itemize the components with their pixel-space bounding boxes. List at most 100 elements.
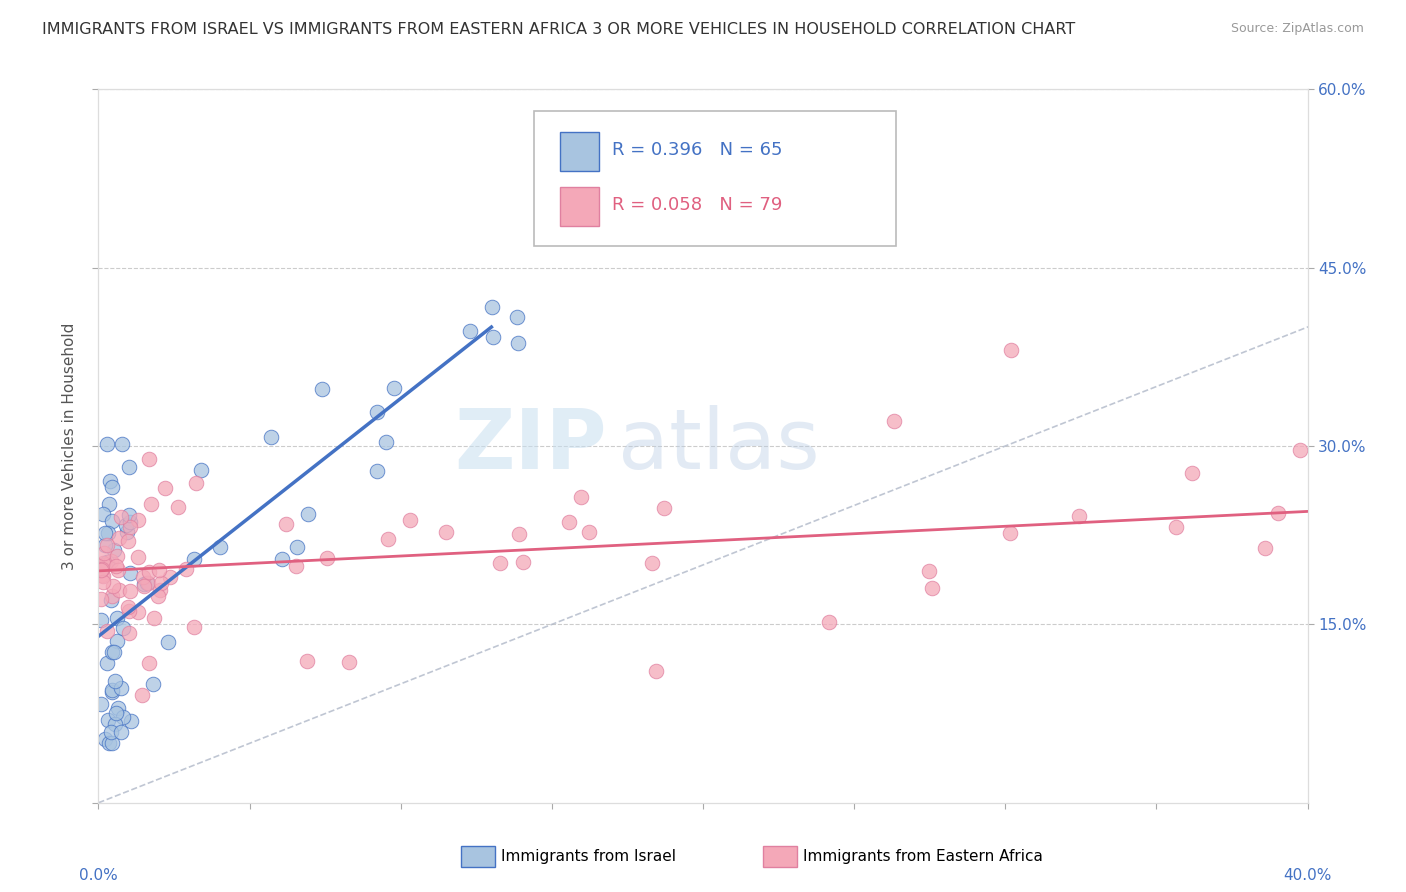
Bar xyxy=(561,187,599,227)
Point xyxy=(90,563,112,577)
Point xyxy=(377,533,399,547)
Point xyxy=(101,736,124,750)
Point xyxy=(120,520,142,534)
Point xyxy=(399,513,422,527)
Point xyxy=(115,518,138,533)
Point xyxy=(434,525,457,540)
Point xyxy=(148,563,170,577)
Point xyxy=(183,620,205,634)
Point xyxy=(96,538,118,552)
Point xyxy=(817,615,839,629)
Point xyxy=(93,538,115,552)
Point xyxy=(127,549,149,564)
Point xyxy=(136,576,159,591)
Point xyxy=(508,526,530,541)
Point xyxy=(97,713,120,727)
Point xyxy=(1254,541,1277,556)
Point xyxy=(505,310,527,324)
Point xyxy=(641,556,664,570)
Point xyxy=(110,724,132,739)
Point xyxy=(94,558,117,572)
Text: 0.0%: 0.0% xyxy=(79,868,118,883)
Point xyxy=(138,656,160,670)
Point xyxy=(1164,520,1187,534)
Point xyxy=(101,682,124,697)
Point xyxy=(108,582,131,597)
Point xyxy=(97,497,120,511)
Point xyxy=(105,549,128,563)
Point xyxy=(1181,466,1204,480)
Point xyxy=(111,621,134,635)
Point xyxy=(97,526,120,541)
Point xyxy=(90,591,112,606)
Point xyxy=(118,516,141,530)
Point xyxy=(132,570,155,584)
Point xyxy=(127,605,149,619)
Point xyxy=(104,673,127,688)
Point xyxy=(100,593,122,607)
Text: Immigrants from Israel: Immigrants from Israel xyxy=(501,849,676,863)
Point xyxy=(285,541,308,555)
Point xyxy=(138,565,160,579)
Point xyxy=(1289,443,1312,458)
Point xyxy=(98,736,121,750)
Text: 40.0%: 40.0% xyxy=(1284,868,1331,883)
Text: ZIP: ZIP xyxy=(454,406,606,486)
Point xyxy=(166,500,188,514)
Point xyxy=(183,551,205,566)
Point xyxy=(91,558,114,573)
Point xyxy=(337,656,360,670)
Point xyxy=(93,545,115,559)
Bar xyxy=(461,846,495,867)
Point xyxy=(131,688,153,702)
Point xyxy=(120,714,142,729)
Point xyxy=(91,575,114,590)
Point xyxy=(295,654,318,668)
Point xyxy=(104,717,127,731)
Point xyxy=(134,576,156,591)
Point xyxy=(100,554,122,568)
Bar xyxy=(763,846,797,867)
Point xyxy=(118,508,141,523)
Point xyxy=(103,579,125,593)
Point xyxy=(90,567,112,582)
Point xyxy=(107,563,129,577)
Point xyxy=(110,510,132,524)
Y-axis label: 3 or more Vehicles in Household: 3 or more Vehicles in Household xyxy=(62,322,77,570)
Point xyxy=(100,589,122,603)
Point xyxy=(101,514,124,528)
Point xyxy=(558,515,581,529)
Point xyxy=(105,706,128,720)
Point xyxy=(998,526,1021,541)
Point xyxy=(96,436,118,450)
Point xyxy=(366,464,388,478)
Point xyxy=(569,491,592,505)
Point xyxy=(285,558,308,573)
Point xyxy=(118,626,141,640)
Point xyxy=(918,564,941,578)
Point xyxy=(366,405,388,419)
Point xyxy=(100,685,122,699)
Point xyxy=(108,531,131,545)
Text: Source: ZipAtlas.com: Source: ZipAtlas.com xyxy=(1230,22,1364,36)
Point xyxy=(117,533,139,548)
Point xyxy=(91,508,114,522)
Point xyxy=(94,525,117,540)
Point xyxy=(375,435,398,450)
Point xyxy=(120,584,142,599)
Point xyxy=(91,556,114,570)
Point xyxy=(96,555,118,569)
Point xyxy=(100,474,122,488)
Point xyxy=(90,560,112,574)
Point xyxy=(103,542,125,557)
Point xyxy=(142,677,165,691)
Text: R = 0.396   N = 65: R = 0.396 N = 65 xyxy=(613,141,783,159)
Point xyxy=(1267,506,1289,520)
Text: Immigrants from Eastern Africa: Immigrants from Eastern Africa xyxy=(803,849,1043,863)
Point xyxy=(118,459,141,474)
Point xyxy=(110,681,132,695)
Point xyxy=(209,540,232,554)
Bar xyxy=(561,132,599,171)
Point xyxy=(174,562,197,576)
Point xyxy=(153,481,176,495)
